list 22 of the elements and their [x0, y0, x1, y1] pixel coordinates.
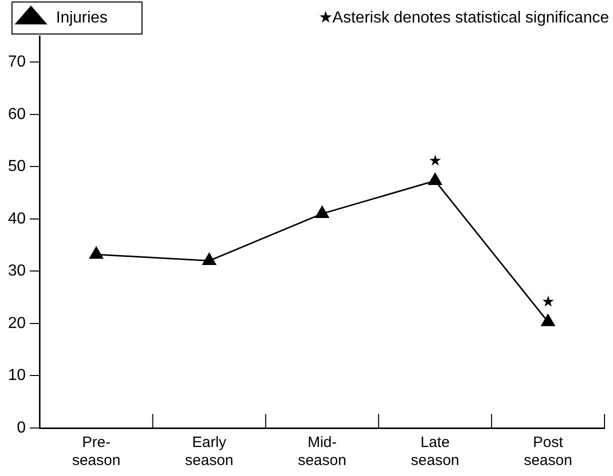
- y-tick-label: 50: [8, 158, 26, 176]
- y-tick-label: 40: [8, 210, 26, 228]
- x-tick-label: Pre- season: [72, 434, 120, 470]
- point: [89, 246, 104, 259]
- legend-label: Injuries: [56, 9, 108, 26]
- x-tick-label: Post season: [524, 434, 572, 470]
- data-label: ★: [428, 152, 442, 170]
- y-tick-label: 20: [8, 314, 26, 332]
- point: [202, 252, 216, 265]
- y-tick-label: 30: [8, 262, 26, 280]
- y-tick-label: 0: [16, 419, 26, 436]
- x-tick-label: Late season: [410, 434, 460, 470]
- y-tick-label: 10: [8, 367, 26, 384]
- point: [428, 173, 442, 186]
- y-tick-label: 60: [8, 106, 26, 123]
- point: [541, 314, 555, 326]
- text: ★Asterisk denotes statistical significance: [318, 9, 610, 26]
- x-tick-label: Mid- season: [298, 434, 346, 470]
- x-tick-label: Early season: [185, 434, 234, 470]
- data-label: ★: [542, 294, 555, 311]
- y-tick-label: 70: [8, 54, 26, 71]
- point: [315, 206, 329, 218]
